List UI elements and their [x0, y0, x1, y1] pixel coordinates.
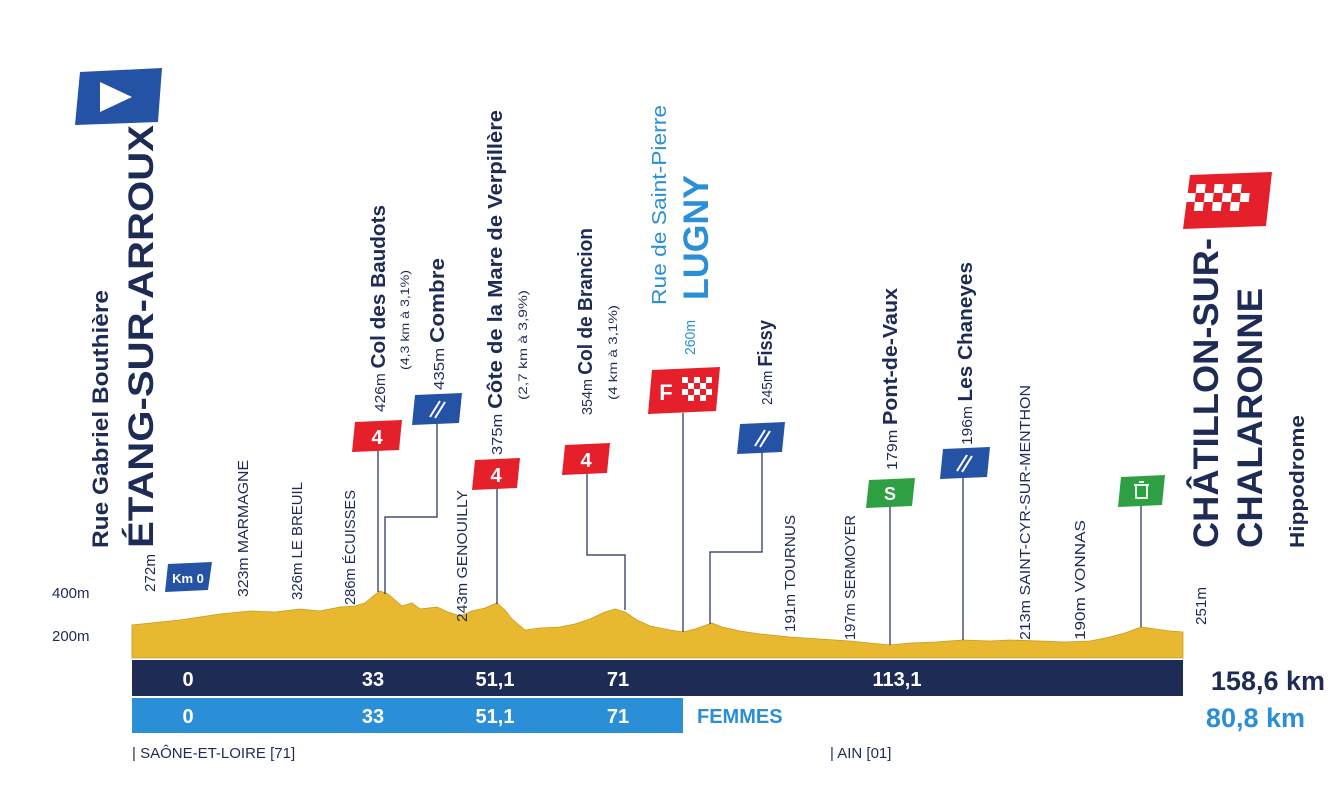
label-part: 426m: [372, 373, 389, 412]
label-part: Pont-de-Vaux: [880, 288, 902, 425]
axis-label: 400m: [52, 585, 90, 602]
point-label: 245m Fissy: [755, 319, 777, 405]
finish-flag: [1175, 172, 1272, 229]
label-part: 245m: [759, 371, 776, 405]
pole: [384, 423, 438, 594]
label-part: 435m: [431, 348, 448, 390]
region-label: | AIN [01]: [830, 745, 891, 762]
point-label: 435m Combre: [427, 258, 449, 390]
womens-finish-town: LUGNY: [677, 175, 716, 300]
pole: [586, 473, 626, 610]
label-part: 354m: [579, 379, 596, 415]
town-label: 326m LE BREUIL: [289, 482, 306, 600]
start-street: Rue Gabriel Bouthière: [88, 290, 113, 548]
finish-town: CHALARONNE: [1231, 288, 1270, 548]
men-total: 158,6 km: [1211, 666, 1325, 696]
point-detail: (2,7 km à 3,9%): [516, 290, 530, 400]
km-mark: 33: [362, 669, 384, 691]
label-part: Les Chaneyes: [955, 262, 977, 401]
women-distance-bar: [132, 698, 683, 733]
label-part: Fissy: [755, 319, 777, 366]
sprint-icon: [754, 429, 771, 448]
finish-altitude: 251m: [1193, 587, 1210, 625]
start-town: ÉTANG-SUR-ARROUX: [121, 124, 161, 548]
town-label: 197m SERMOYER: [842, 515, 859, 640]
checker: [682, 377, 712, 401]
town-label: 243m GENOUILLY: [454, 490, 471, 622]
km-mark: 33: [362, 706, 384, 728]
town-label: 191m TOURNUS: [782, 515, 799, 632]
sprint-icon: [956, 454, 973, 473]
sprint-badge: [866, 478, 915, 508]
women-total: 80,8 km: [1206, 703, 1305, 733]
sprint-icon: [429, 400, 446, 419]
point-label: 354m Col de Brancion: [575, 228, 597, 415]
climb-badge: [472, 458, 520, 490]
men-distance-bar: [132, 660, 1183, 696]
pole: [709, 452, 763, 624]
km-mark: 71: [607, 706, 629, 728]
label-part: 196m: [959, 406, 976, 445]
town-label: 286m ÉCUISSES: [342, 490, 359, 605]
km-mark: 51,1: [476, 706, 515, 728]
km-mark: 0: [182, 706, 193, 728]
km-badge-label: Km 0: [172, 571, 204, 586]
start-altitude: 272m: [142, 554, 159, 592]
climb-badge: [352, 420, 402, 452]
km-badge: [165, 562, 212, 592]
town-label: 213m SAINT-CYR-SUR-MENTHON: [1017, 385, 1034, 640]
womens-finish-street: Rue de Saint-Pierre: [649, 105, 671, 305]
point-detail: (4 km à 3,1%): [606, 305, 620, 400]
label-part: 179m: [884, 430, 901, 470]
km-mark: 51,1: [476, 669, 515, 691]
climb-badge-label: 4: [580, 450, 592, 472]
bin-icon: [1134, 481, 1149, 499]
sprint-badge-label: S: [884, 484, 896, 504]
km-mark: 0: [182, 669, 193, 691]
waste-zone-badge: [1118, 475, 1165, 507]
label-part: Côte de la Mare de Verpillère: [485, 110, 507, 409]
womens-finish-badge-label: F: [659, 380, 672, 405]
km-mark: 113,1: [873, 669, 922, 691]
climb-badge-label: 4: [371, 427, 383, 449]
climb-badge-label: 4: [490, 465, 502, 487]
elevation-profile: [131, 590, 1184, 659]
label-part: Combre: [427, 258, 449, 343]
label-part: Col de Brancion: [575, 228, 597, 375]
point-label: 375m Côte de la Mare de Verpillère: [485, 110, 507, 455]
sprint-badge: [940, 447, 990, 479]
womens-finish-altitude: 260m: [682, 320, 699, 355]
sprint-badge: [412, 393, 462, 425]
point-detail: (4,3 km à 3,1%): [398, 270, 412, 370]
label-part: Col des Baudots: [368, 205, 390, 368]
start-arrow: [100, 82, 132, 112]
km-mark: 71: [607, 669, 629, 691]
point-label: 179m Pont-de-Vaux: [880, 288, 902, 470]
region-label: | SAÔNE-ET-LOIRE [71]: [132, 745, 295, 762]
finish-town: CHÂTILLON-SUR-: [1186, 238, 1226, 548]
finish-place: Hippodrome: [1287, 415, 1309, 548]
town-label: 190m VONNAS: [1072, 520, 1089, 640]
town-label: 323m MARMAGNE: [235, 460, 252, 597]
women-label: FEMMES: [697, 706, 783, 728]
label-part: 375m: [489, 414, 506, 455]
point-label: 426m Col des Baudots: [368, 205, 390, 412]
point-label: 196m Les Chaneyes: [955, 262, 977, 445]
climb-badge: [562, 443, 610, 475]
axis-label: 200m: [52, 628, 90, 645]
